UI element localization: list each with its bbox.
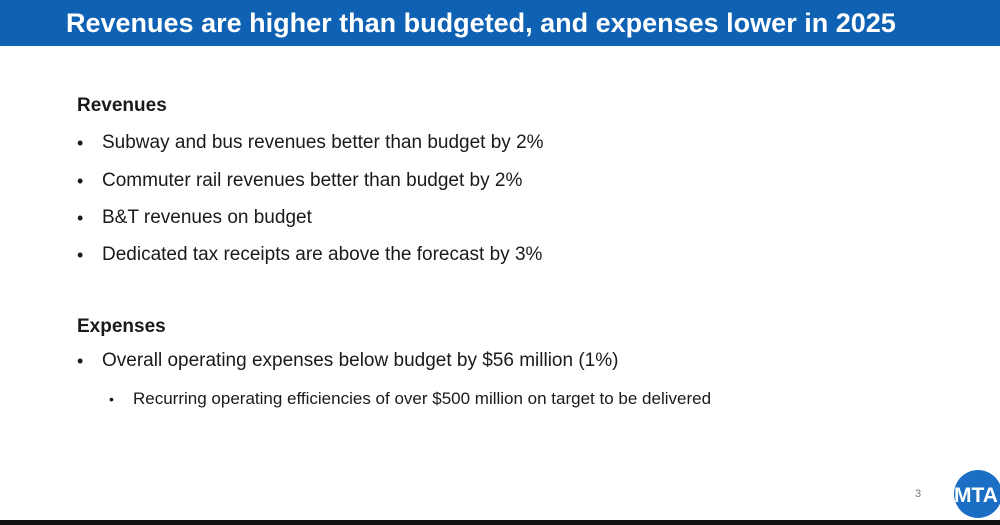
expense-bullet-text: Overall operating expenses below budget … (102, 350, 619, 371)
bullet-icon: • (77, 171, 84, 191)
bottom-strip (0, 520, 1000, 525)
revenue-bullet-text: Commuter rail revenues better than budge… (102, 170, 523, 191)
revenue-bullet-text: Subway and bus revenues better than budg… (102, 132, 544, 153)
sub-bullet-icon: • (109, 391, 114, 407)
bullet-icon: • (77, 351, 84, 371)
bullet-icon: • (77, 208, 84, 228)
revenue-bullet-text: B&T revenues on budget (102, 207, 312, 228)
bullet-icon: • (77, 133, 84, 153)
slide-title: Revenues are higher than budgeted, and e… (66, 8, 896, 38)
mta-logo-icon: MTA (951, 469, 1000, 518)
logo-text: MTA (954, 484, 998, 507)
bullet-icon: • (77, 245, 84, 265)
page-number: 3 (915, 488, 922, 500)
title-bar: Revenues are higher than budgeted, and e… (0, 0, 1000, 46)
expenses-heading: Expenses (77, 316, 166, 337)
expense-sub-bullet-text: Recurring operating efficiencies of over… (133, 389, 712, 408)
revenue-bullet-text: Dedicated tax receipts are above the for… (102, 244, 543, 265)
revenues-heading: Revenues (77, 95, 167, 116)
